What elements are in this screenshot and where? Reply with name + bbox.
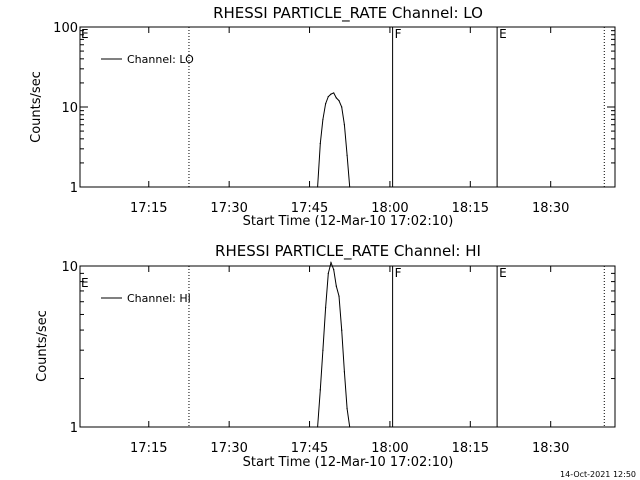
axis-ticks-hi: 17:15 17:30 17:45 18:00 18:15 18:30 1 10: [61, 260, 615, 456]
footer-timestamp: 14-Oct-2021 12:50: [560, 470, 636, 479]
event-marker-label-2: E: [499, 266, 507, 280]
data-point-6: [333, 92, 335, 94]
data-point-4: [327, 95, 329, 98]
y-tick-label-2: 100: [53, 21, 78, 36]
event-marker-label-1: F: [395, 27, 402, 41]
y-tick-label-1: 10: [61, 101, 78, 116]
data-point-10: [343, 371, 345, 373]
x-tick-label-5: 18:30: [532, 441, 569, 456]
data-point-7: [335, 97, 337, 99]
data-point-7: [335, 285, 337, 287]
event-marker-label-2: E: [499, 27, 507, 41]
event-marker-label-1: F: [395, 266, 402, 280]
y-tick-label-0: 1: [70, 181, 78, 196]
x-tick-label-0: 17:15: [130, 201, 167, 216]
y-tick-label-0: 1: [70, 421, 78, 436]
x-tick-label-3: 18:00: [371, 441, 408, 456]
x-tick-label-5: 18:30: [532, 201, 569, 216]
data-point-9: [341, 329, 343, 331]
data-point-0: [316, 186, 319, 188]
data-point-5: [330, 261, 332, 264]
data-point-0: [316, 426, 319, 428]
x-axis-label-hi: Start Time (12-Mar-10 17:02:10): [243, 455, 454, 470]
x-tick-label-4: 18:15: [452, 201, 489, 216]
data-point-8: [338, 100, 340, 102]
data-point-3: [325, 103, 327, 105]
data-point-11: [346, 408, 348, 410]
data-point-3: [325, 307, 327, 309]
y-axis-label-hi: Counts/sec: [35, 310, 50, 382]
x-tick-label-2: 17:45: [291, 441, 328, 456]
chart-title-hi: RHESSI PARTICLE_RATE Channel: HI: [215, 242, 481, 261]
data-point-6: [333, 268, 335, 271]
legend-entry-hi: Channel: HI: [127, 292, 191, 305]
data-point-9: [341, 106, 343, 108]
y-axis-label-lo: Counts/sec: [29, 71, 44, 143]
series-line-hi: [317, 260, 351, 428]
x-tick-label-1: 17:30: [210, 441, 247, 456]
data-point-12: [349, 426, 351, 428]
plot-frame-hi: [79, 265, 616, 428]
legend-lo: Channel: LO: [101, 53, 194, 66]
legend-hi: Channel: HI: [101, 292, 191, 305]
data-point-11: [346, 154, 348, 156]
series-line-lo: [317, 92, 351, 188]
x-tick-label-4: 18:15: [452, 441, 489, 456]
x-axis-label-lo: Start Time (12-Mar-10 17:02:10): [243, 214, 454, 229]
data-point-5: [330, 93, 332, 95]
x-tick-label-3: 18:00: [371, 201, 408, 216]
series-points-hi: [316, 261, 351, 428]
series-points-lo: [316, 92, 351, 188]
x-tick-label-1: 17:30: [210, 201, 247, 216]
x-tick-label-2: 17:45: [291, 201, 328, 216]
y-tick-label-1: 10: [61, 260, 78, 275]
chart-title-lo: RHESSI PARTICLE_RATE Channel: LO: [213, 4, 483, 23]
data-point-8: [338, 295, 340, 297]
data-point-10: [343, 124, 345, 126]
corner-label-hi: E: [81, 276, 89, 290]
axis-ticks-lo: 17:15 17:30 17:45 18:00 18:15 18:30 1 10 100: [53, 21, 615, 216]
data-point-4: [327, 272, 329, 274]
data-point-2: [322, 118, 324, 120]
data-point-1: [319, 142, 321, 145]
data-point-2: [322, 349, 324, 351]
data-point-1: [319, 389, 321, 391]
x-tick-label-0: 17:15: [130, 441, 167, 456]
data-point-12: [349, 186, 351, 188]
corner-label-lo: E: [81, 27, 89, 41]
legend-entry-lo: Channel: LO: [127, 53, 194, 66]
